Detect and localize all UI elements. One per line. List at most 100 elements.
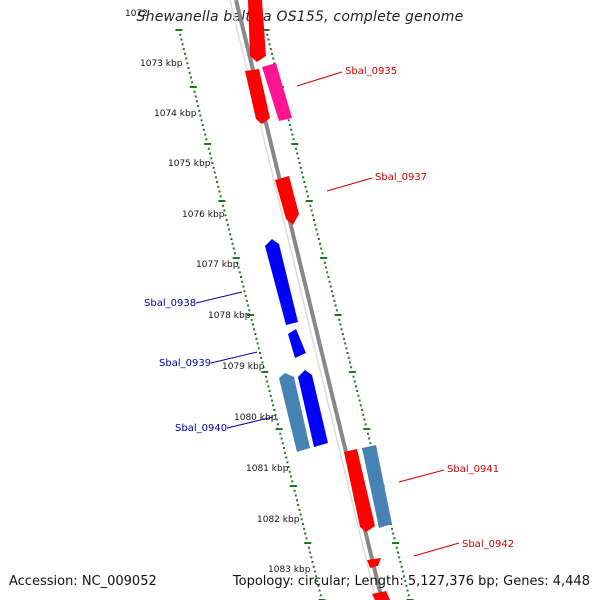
minor-tick: [256, 342, 259, 345]
minor-tick: [291, 133, 294, 136]
kbp-label-top: 1072: [125, 9, 148, 19]
gene-arrow-forward-sbal-0941-alt[interactable]: [362, 445, 392, 528]
minor-tick: [224, 214, 227, 217]
minor-tick: [188, 71, 191, 74]
minor-tick: [247, 304, 250, 307]
minor-tick: [368, 437, 371, 440]
minor-tick: [345, 347, 348, 350]
minor-tick: [325, 266, 327, 269]
minor-tick: [338, 318, 341, 321]
minor-tick: [299, 166, 302, 169]
minor-tick: [400, 565, 403, 568]
minor-tick: [213, 171, 216, 174]
minor-tick: [302, 176, 305, 179]
minor-tick: [316, 580, 319, 582]
minor-tick: [257, 347, 260, 350]
minor-tick: [344, 342, 347, 345]
leader-line-sbal-0935: [296, 71, 343, 87]
major-tick: [320, 257, 328, 259]
major-tick: [334, 314, 342, 316]
gene-arrow-reverse-sbal-0940-alt[interactable]: [279, 373, 310, 452]
gene-arrow-forward[interactable]: [248, 0, 266, 62]
gene-label-sbal-0940[interactable]: Sbal_0940: [175, 423, 227, 434]
minor-tick: [318, 589, 321, 592]
minor-tick: [312, 565, 315, 568]
minor-tick: [309, 551, 312, 554]
minor-tick: [357, 394, 360, 397]
minor-tick: [313, 219, 315, 221]
minor-tick: [223, 209, 226, 212]
minor-tick: [204, 133, 207, 136]
major-tick: [175, 29, 183, 31]
minor-tick: [293, 489, 296, 492]
minor-tick: [179, 33, 182, 36]
minor-tick: [399, 561, 402, 563]
map-title: Shewanella baltica OS155, complete genom…: [136, 9, 464, 25]
gene-arrow-forward-sbal-0935[interactable]: [262, 63, 292, 121]
minor-tick: [259, 352, 261, 354]
minor-tick: [303, 181, 306, 183]
gene-arrow-reverse-sbal-0940[interactable]: [298, 370, 328, 447]
major-tick: [261, 371, 269, 373]
major-tick: [218, 200, 226, 202]
minor-tick: [364, 423, 367, 426]
minor-tick: [254, 333, 257, 335]
minor-tick: [284, 451, 287, 454]
kbp-label: 1077 kbp: [196, 260, 239, 270]
gene-label-sbal-0942[interactable]: Sbal_0942: [462, 539, 514, 550]
minor-tick: [313, 570, 316, 573]
minor-tick: [292, 138, 295, 141]
gene-arrow-reverse-sbal-0938[interactable]: [265, 239, 298, 325]
minor-tick: [269, 394, 272, 397]
leader-line-sbal-0939: [210, 351, 258, 364]
minor-tick: [311, 214, 314, 217]
gene-arrow-forward[interactable]: [372, 591, 390, 600]
minor-tick: [228, 228, 231, 231]
minor-tick: [290, 128, 293, 131]
kbp-label: 1082 kbp: [257, 515, 300, 525]
minor-tick: [349, 361, 351, 364]
gene-arrow-reverse-sbal-0939[interactable]: [288, 329, 306, 358]
minor-tick: [407, 594, 410, 597]
gene-label-sbal-0937[interactable]: Sbal_0937: [375, 172, 427, 183]
minor-tick: [310, 556, 313, 559]
kbp-label: 1079 kbp: [222, 362, 265, 372]
gene-arrow-forward-sbal-0941[interactable]: [344, 449, 375, 532]
minor-tick: [280, 437, 283, 440]
gene-label-sbal-0935[interactable]: Sbal_0935: [345, 66, 397, 77]
minor-tick: [199, 114, 202, 117]
minor-tick: [309, 204, 312, 207]
gene-label-sbal-0939[interactable]: Sbal_0939: [159, 358, 211, 369]
gene-arrow-forward-sbal-0937[interactable]: [275, 176, 299, 225]
minor-tick: [272, 404, 275, 407]
minor-tick: [287, 119, 290, 122]
minor-tick: [355, 385, 357, 388]
minor-tick: [391, 527, 393, 530]
minor-tick: [294, 494, 297, 497]
minor-tick: [184, 52, 186, 55]
minor-tick: [406, 589, 409, 592]
minor-tick: [405, 584, 408, 587]
minor-tick: [211, 162, 214, 164]
leader-line-sbal-0940: [226, 416, 274, 429]
minor-tick: [272, 57, 275, 60]
minor-tick: [287, 466, 290, 468]
minor-tick: [317, 584, 320, 587]
gene-label-sbal-0938[interactable]: Sbal_0938: [144, 298, 196, 309]
minor-tick: [331, 290, 333, 293]
minor-tick: [333, 299, 336, 302]
minor-tick: [296, 499, 298, 502]
gene-arrow-forward-sbal-0942[interactable]: [367, 558, 381, 568]
minor-tick: [185, 57, 188, 60]
minor-tick: [304, 532, 307, 535]
minor-tick: [369, 442, 372, 445]
minor-tick: [346, 352, 349, 354]
minor-tick: [326, 271, 329, 274]
gene-label-sbal-0941[interactable]: Sbal_0941: [447, 464, 499, 475]
minor-tick: [319, 594, 322, 597]
minor-tick: [398, 556, 401, 559]
accession-text: Accession: NC_009052: [9, 574, 157, 589]
minor-tick: [226, 223, 229, 226]
gene-arrow-forward[interactable]: [245, 69, 270, 124]
minor-tick: [205, 138, 208, 141]
